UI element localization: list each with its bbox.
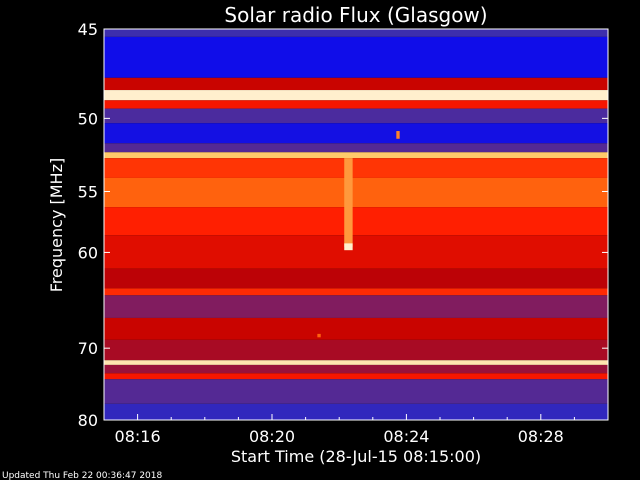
heatmap-band — [104, 317, 608, 340]
heatmap-band — [104, 360, 608, 365]
x-tick-label: 08:16 — [115, 427, 161, 446]
x-tick-label: 08:28 — [518, 427, 564, 446]
heatmap-band — [104, 152, 608, 159]
heatmap-band — [104, 29, 608, 37]
heatmap-band — [104, 235, 608, 269]
y-tick-label: 45 — [78, 20, 98, 39]
heatmap-band — [104, 373, 608, 380]
heatmap-band — [104, 207, 608, 236]
heatmap-band — [104, 379, 608, 404]
y-tick-label: 50 — [78, 109, 98, 128]
y-axis: 45 50 55 60 70 80 — [78, 20, 608, 430]
heatmap-band — [104, 403, 608, 420]
heatmap-band — [104, 288, 608, 296]
plot-frame — [103, 28, 609, 421]
heatmap-band — [104, 158, 608, 178]
heatmap-band — [104, 123, 608, 144]
burst-feature — [317, 333, 321, 338]
y-axis-label: Frequency [MHz] — [47, 158, 66, 292]
x-tick-label: 08:24 — [383, 427, 429, 446]
heatmap-band — [104, 364, 608, 374]
x-tick-label: 08:20 — [249, 427, 295, 446]
heatmap-band — [104, 90, 608, 101]
heatmap-band — [104, 268, 608, 289]
burst-feature — [344, 158, 353, 247]
y-tick-label: 60 — [78, 243, 98, 262]
heatmap-band — [104, 77, 608, 91]
heatmap-band — [104, 177, 608, 208]
burst-feature — [396, 131, 400, 139]
heatmap-band — [104, 143, 608, 153]
heatmap-band — [104, 36, 608, 78]
heatmap-band — [104, 339, 608, 361]
y-tick-label: 55 — [78, 182, 98, 201]
updated-timestamp: Updated Thu Feb 22 00:36:47 2018 — [2, 471, 163, 480]
y-tick-label: 70 — [78, 339, 98, 358]
chart-title: Solar radio Flux (Glasgow) — [224, 3, 487, 27]
burst-feature — [344, 243, 353, 251]
heatmap-area — [104, 29, 608, 420]
x-axis: 08:16 08:20 08:24 08:28 — [103, 414, 609, 446]
heatmap-band — [104, 100, 608, 109]
heatmap-band — [104, 295, 608, 318]
y-tick-label: 80 — [78, 411, 98, 430]
x-axis-label: Start Time (28-Jul-15 08:15:00) — [231, 447, 481, 466]
heatmap-band — [104, 108, 608, 124]
